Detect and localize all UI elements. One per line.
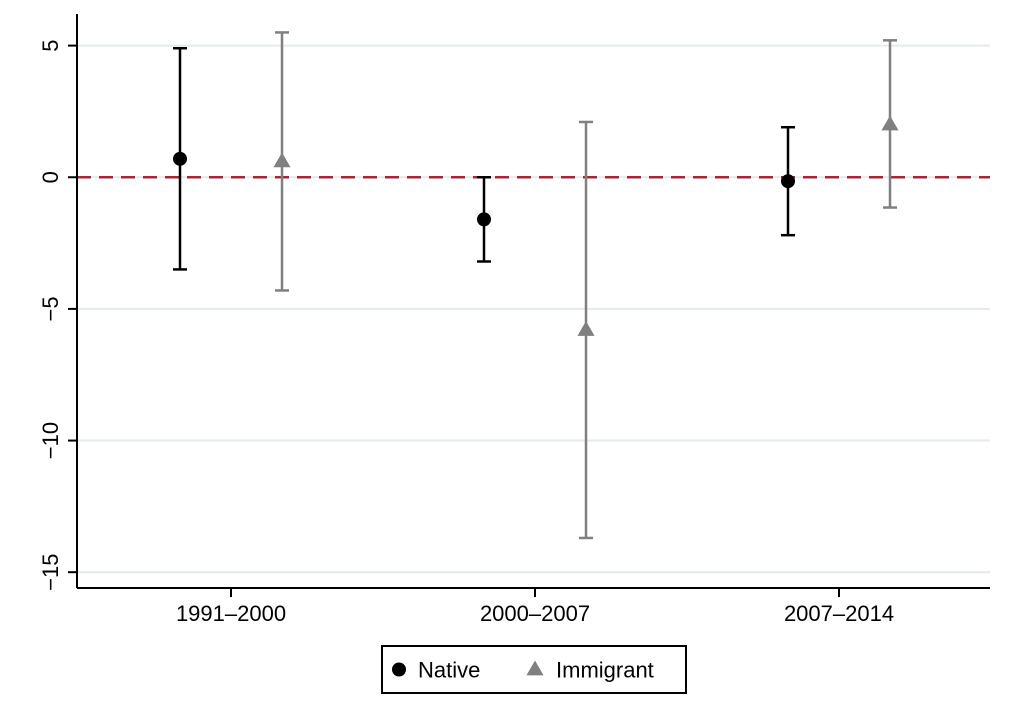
- legend-native-label: Native: [418, 658, 480, 683]
- y-tick-label: 0: [38, 171, 63, 183]
- point-marker-native: [173, 151, 187, 166]
- point-marker-immigrant: [273, 152, 291, 168]
- y-tick-label: −10: [38, 422, 63, 459]
- point-marker-immigrant: [881, 115, 899, 131]
- legend-immigrant-marker: [526, 660, 544, 676]
- legend-immigrant-label: Immigrant: [556, 658, 654, 683]
- y-tick-label: 5: [38, 39, 63, 51]
- x-axis-ticks: 1991–2000 2000–2007 2007–2014: [176, 588, 894, 626]
- x-tick-label: 2000–2007: [480, 601, 590, 626]
- x-tick-label: 1991–2000: [176, 601, 286, 626]
- gridlines: [77, 44, 990, 574]
- y-tick-label: −5: [38, 296, 63, 321]
- y-tick-label: −15: [38, 554, 63, 591]
- axes: [76, 14, 990, 589]
- x-tick-label: 2007–2014: [784, 601, 894, 626]
- point-marker-native: [477, 212, 491, 227]
- series-layer: [173, 31, 899, 540]
- legend: Native Immigrant: [381, 645, 687, 694]
- y-axis-ticks: 5 0 −5 −10 −15: [38, 39, 77, 591]
- legend-native-marker: [392, 662, 406, 677]
- point-marker-native: [781, 174, 795, 189]
- point-marker-immigrant: [577, 320, 595, 336]
